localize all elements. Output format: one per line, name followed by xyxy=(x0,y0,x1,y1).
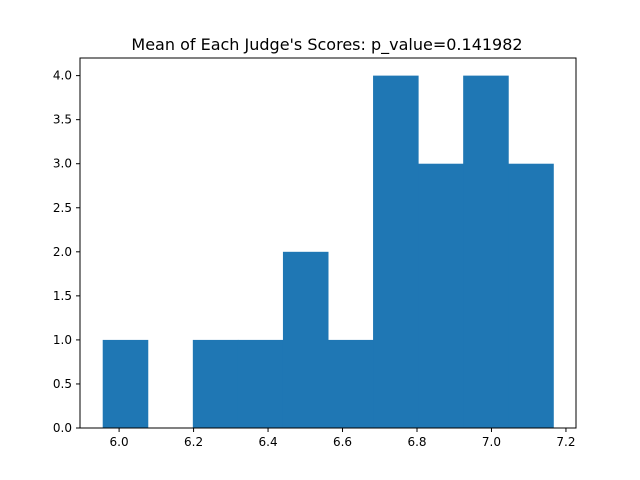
histogram-bar xyxy=(373,75,419,428)
x-tick-label: 7.0 xyxy=(482,435,501,449)
histogram-bar xyxy=(328,339,374,428)
histogram-bar xyxy=(418,163,464,428)
y-tick-label: 2.0 xyxy=(53,245,72,259)
y-tick-label: 3.5 xyxy=(53,113,72,127)
bars-group xyxy=(102,75,554,428)
y-tick-label: 4.0 xyxy=(53,69,72,83)
x-tick-label: 6.0 xyxy=(110,435,129,449)
x-tick-label: 6.8 xyxy=(407,435,426,449)
histogram-bar xyxy=(237,339,284,428)
histogram-bar xyxy=(508,163,554,428)
chart-title: Mean of Each Judge's Scores: p_value=0.1… xyxy=(131,35,522,55)
y-tick-label: 0.0 xyxy=(53,421,72,435)
histogram-bar xyxy=(463,75,509,428)
y-axis-ticks: 0.0 0.5 1.0 1.5 2.0 2.5 3.0 3.5 4.0 xyxy=(53,69,80,435)
x-axis-ticks: 6.0 6.2 6.4 6.6 6.8 7.0 7.2 xyxy=(110,428,575,449)
plot-frame xyxy=(79,57,577,429)
y-tick-label: 3.0 xyxy=(53,157,72,171)
y-tick-label: 0.5 xyxy=(53,377,72,391)
x-tick-label: 7.2 xyxy=(556,435,575,449)
x-tick-label: 6.2 xyxy=(184,435,203,449)
x-tick-label: 6.4 xyxy=(259,435,278,449)
histogram-bar xyxy=(192,339,239,428)
histogram-bar xyxy=(102,339,149,428)
y-tick-label: 1.5 xyxy=(53,289,72,303)
x-tick-label: 6.6 xyxy=(333,435,352,449)
y-tick-label: 1.0 xyxy=(53,333,72,347)
histogram-bar xyxy=(282,251,329,428)
y-tick-label: 2.5 xyxy=(53,201,72,215)
